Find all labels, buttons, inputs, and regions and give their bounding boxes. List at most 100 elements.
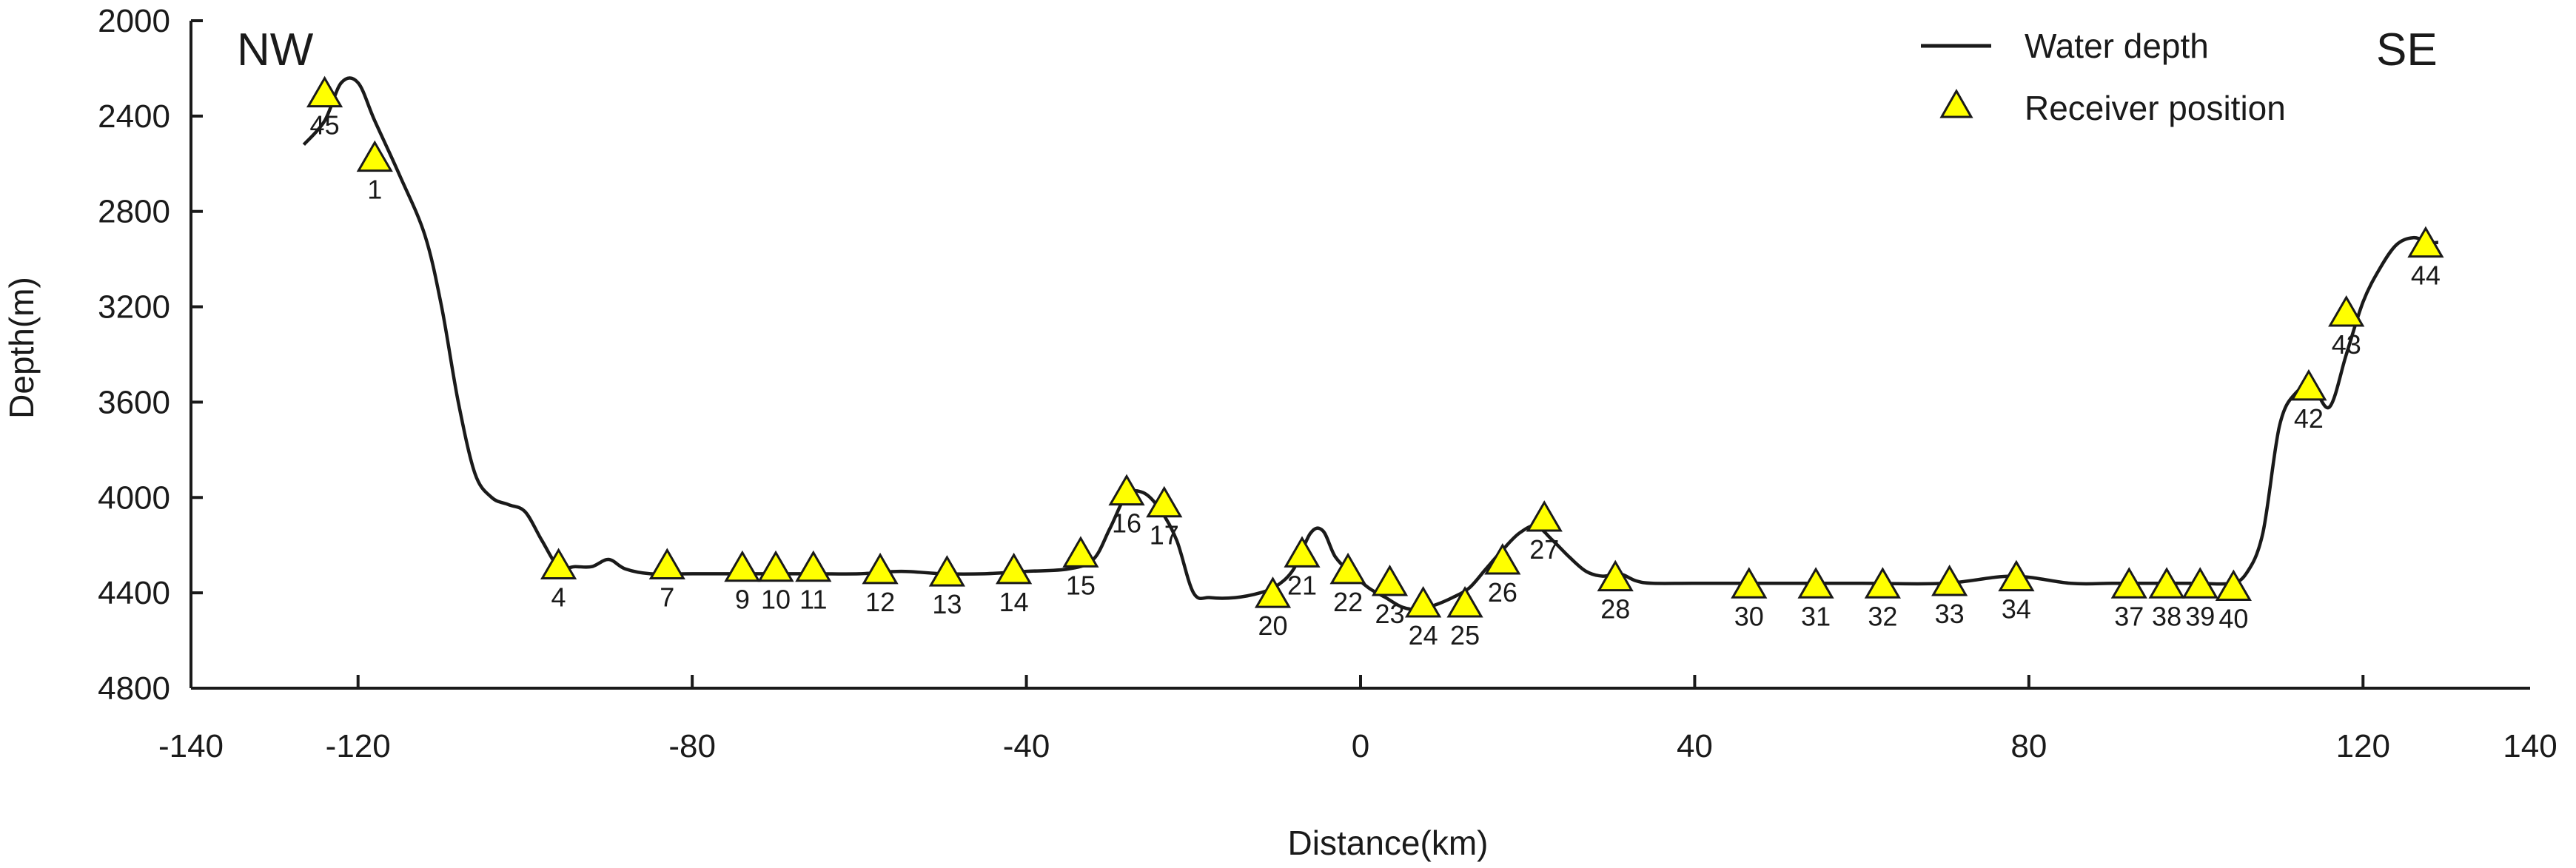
receiver-label: 13	[932, 589, 962, 619]
x-tick-label: 140	[2503, 728, 2557, 764]
receiver-triangle	[648, 548, 685, 579]
receiver-marker: 43	[2328, 295, 2365, 360]
y-axis-title: Depth(m)	[2, 277, 41, 419]
x-tick-label: 40	[1677, 728, 1713, 764]
receiver-triangle	[1146, 485, 1183, 518]
receiver-label: 24	[1409, 620, 1438, 650]
receiver-triangle	[1405, 586, 1442, 618]
receiver-triangle	[2328, 295, 2365, 327]
receiver-triangle	[1864, 567, 1901, 599]
receiver-label: 34	[2002, 594, 2031, 625]
water-depth-series	[302, 76, 2439, 612]
receiver-label: 37	[2114, 601, 2144, 631]
receiver-triangle	[757, 550, 794, 582]
receiver-label: 38	[2152, 601, 2181, 631]
x-tick-label: 80	[2010, 728, 2047, 764]
nw-label: NW	[237, 24, 314, 75]
receiver-marker: 7	[648, 548, 685, 612]
receiver-marker: 45	[306, 75, 343, 141]
y-tick-label: 2800	[98, 194, 170, 230]
receiver-marker: 34	[1998, 559, 2035, 625]
y-tick-label: 2400	[98, 98, 170, 135]
receiver-label: 39	[2185, 601, 2215, 631]
receiver-label: 27	[1529, 534, 1559, 565]
y-tick-label: 4800	[98, 670, 170, 707]
receiver-marker: 1	[356, 140, 393, 205]
receiver-marker: 32	[1864, 567, 1901, 631]
legend-triangle-swatch	[1939, 88, 1973, 118]
receiver-marker: 25	[1446, 586, 1483, 650]
receiver-marker: 20	[1254, 576, 1292, 641]
receiver-triangle	[1931, 565, 1968, 596]
receiver-marker: 40	[2215, 569, 2252, 633]
y-tick-label: 4000	[98, 480, 170, 516]
receiver-marker: 13	[928, 555, 965, 619]
y-tick-label: 3200	[98, 289, 170, 326]
receiver-label: 30	[1734, 601, 1764, 631]
receiver-label: 20	[1258, 610, 1287, 641]
legend: Water depth Receiver position	[1921, 27, 2286, 127]
receiver-triangle	[1284, 536, 1321, 568]
receiver-label: 12	[865, 587, 895, 617]
receiver-triangle	[724, 550, 761, 582]
receiver-triangle	[1062, 536, 1099, 568]
receiver-marker: 38	[2148, 567, 2185, 631]
receiver-label: 17	[1150, 520, 1179, 551]
receiver-marker: 14	[996, 552, 1033, 617]
receiver-triangle	[1484, 543, 1521, 575]
receiver-label: 33	[1935, 599, 1965, 629]
receiver-label: 1	[367, 175, 382, 205]
receiver-triangle	[1526, 500, 1563, 532]
legend-label-water-depth: Water depth	[2025, 27, 2209, 65]
receiver-triangle	[2181, 567, 2218, 599]
receiver-marker: 44	[2407, 226, 2444, 291]
receiver-marker: 42	[2290, 369, 2327, 434]
receiver-triangle	[1446, 586, 1483, 618]
receiver-triangle	[2407, 226, 2444, 258]
receiver-marker: 33	[1931, 565, 1968, 629]
receiver-label: 25	[1450, 620, 1480, 650]
receiver-triangle	[356, 140, 393, 172]
receiver-marker: 11	[795, 550, 832, 615]
receiver-label: 31	[1801, 601, 1831, 631]
receiver-triangle	[1998, 559, 2035, 592]
receiver-label: 4	[551, 582, 566, 612]
receiver-label: 28	[1600, 594, 1630, 625]
x-tick-label: -120	[326, 728, 391, 764]
y-tick-label: 4400	[98, 575, 170, 611]
se-label: SE	[2376, 24, 2438, 75]
receiver-label: 22	[1333, 587, 1363, 617]
receiver-triangle	[1797, 567, 1834, 599]
receiver-label: 42	[2294, 403, 2324, 434]
receiver-triangle	[306, 75, 343, 108]
receiver-marker: 28	[1597, 559, 1634, 625]
receiver-triangle	[1329, 552, 1366, 585]
receiver-label: 45	[310, 110, 340, 141]
receiver-label: 44	[2411, 260, 2441, 291]
receiver-label: 7	[660, 582, 674, 612]
receiver-label: 15	[1066, 570, 1096, 600]
receiver-triangle	[1731, 567, 1768, 599]
receiver-label: 9	[735, 585, 750, 615]
receiver-marker: 23	[1371, 565, 1409, 629]
receiver-marker: 31	[1797, 567, 1834, 631]
receiver-label: 10	[761, 585, 791, 615]
receiver-triangle	[1597, 559, 1634, 592]
receiver-marker: 37	[2110, 567, 2147, 631]
receiver-label: 21	[1287, 570, 1317, 600]
receiver-marker: 30	[1731, 567, 1768, 631]
receiver-triangle	[862, 552, 899, 585]
receiver-marker: 24	[1405, 586, 1442, 650]
receiver-triangle	[2290, 369, 2327, 401]
receiver-triangle	[1108, 474, 1145, 506]
receiver-triangle	[795, 550, 832, 582]
x-tick-label: -80	[668, 728, 716, 764]
receiver-triangle	[2148, 567, 2185, 599]
y-tick-label: 3600	[98, 384, 170, 420]
legend-label-receiver-position: Receiver position	[2025, 89, 2286, 127]
x-tick-label: -40	[1003, 728, 1050, 764]
receiver-triangle	[996, 552, 1033, 585]
x-tick-label: -140	[158, 728, 224, 764]
